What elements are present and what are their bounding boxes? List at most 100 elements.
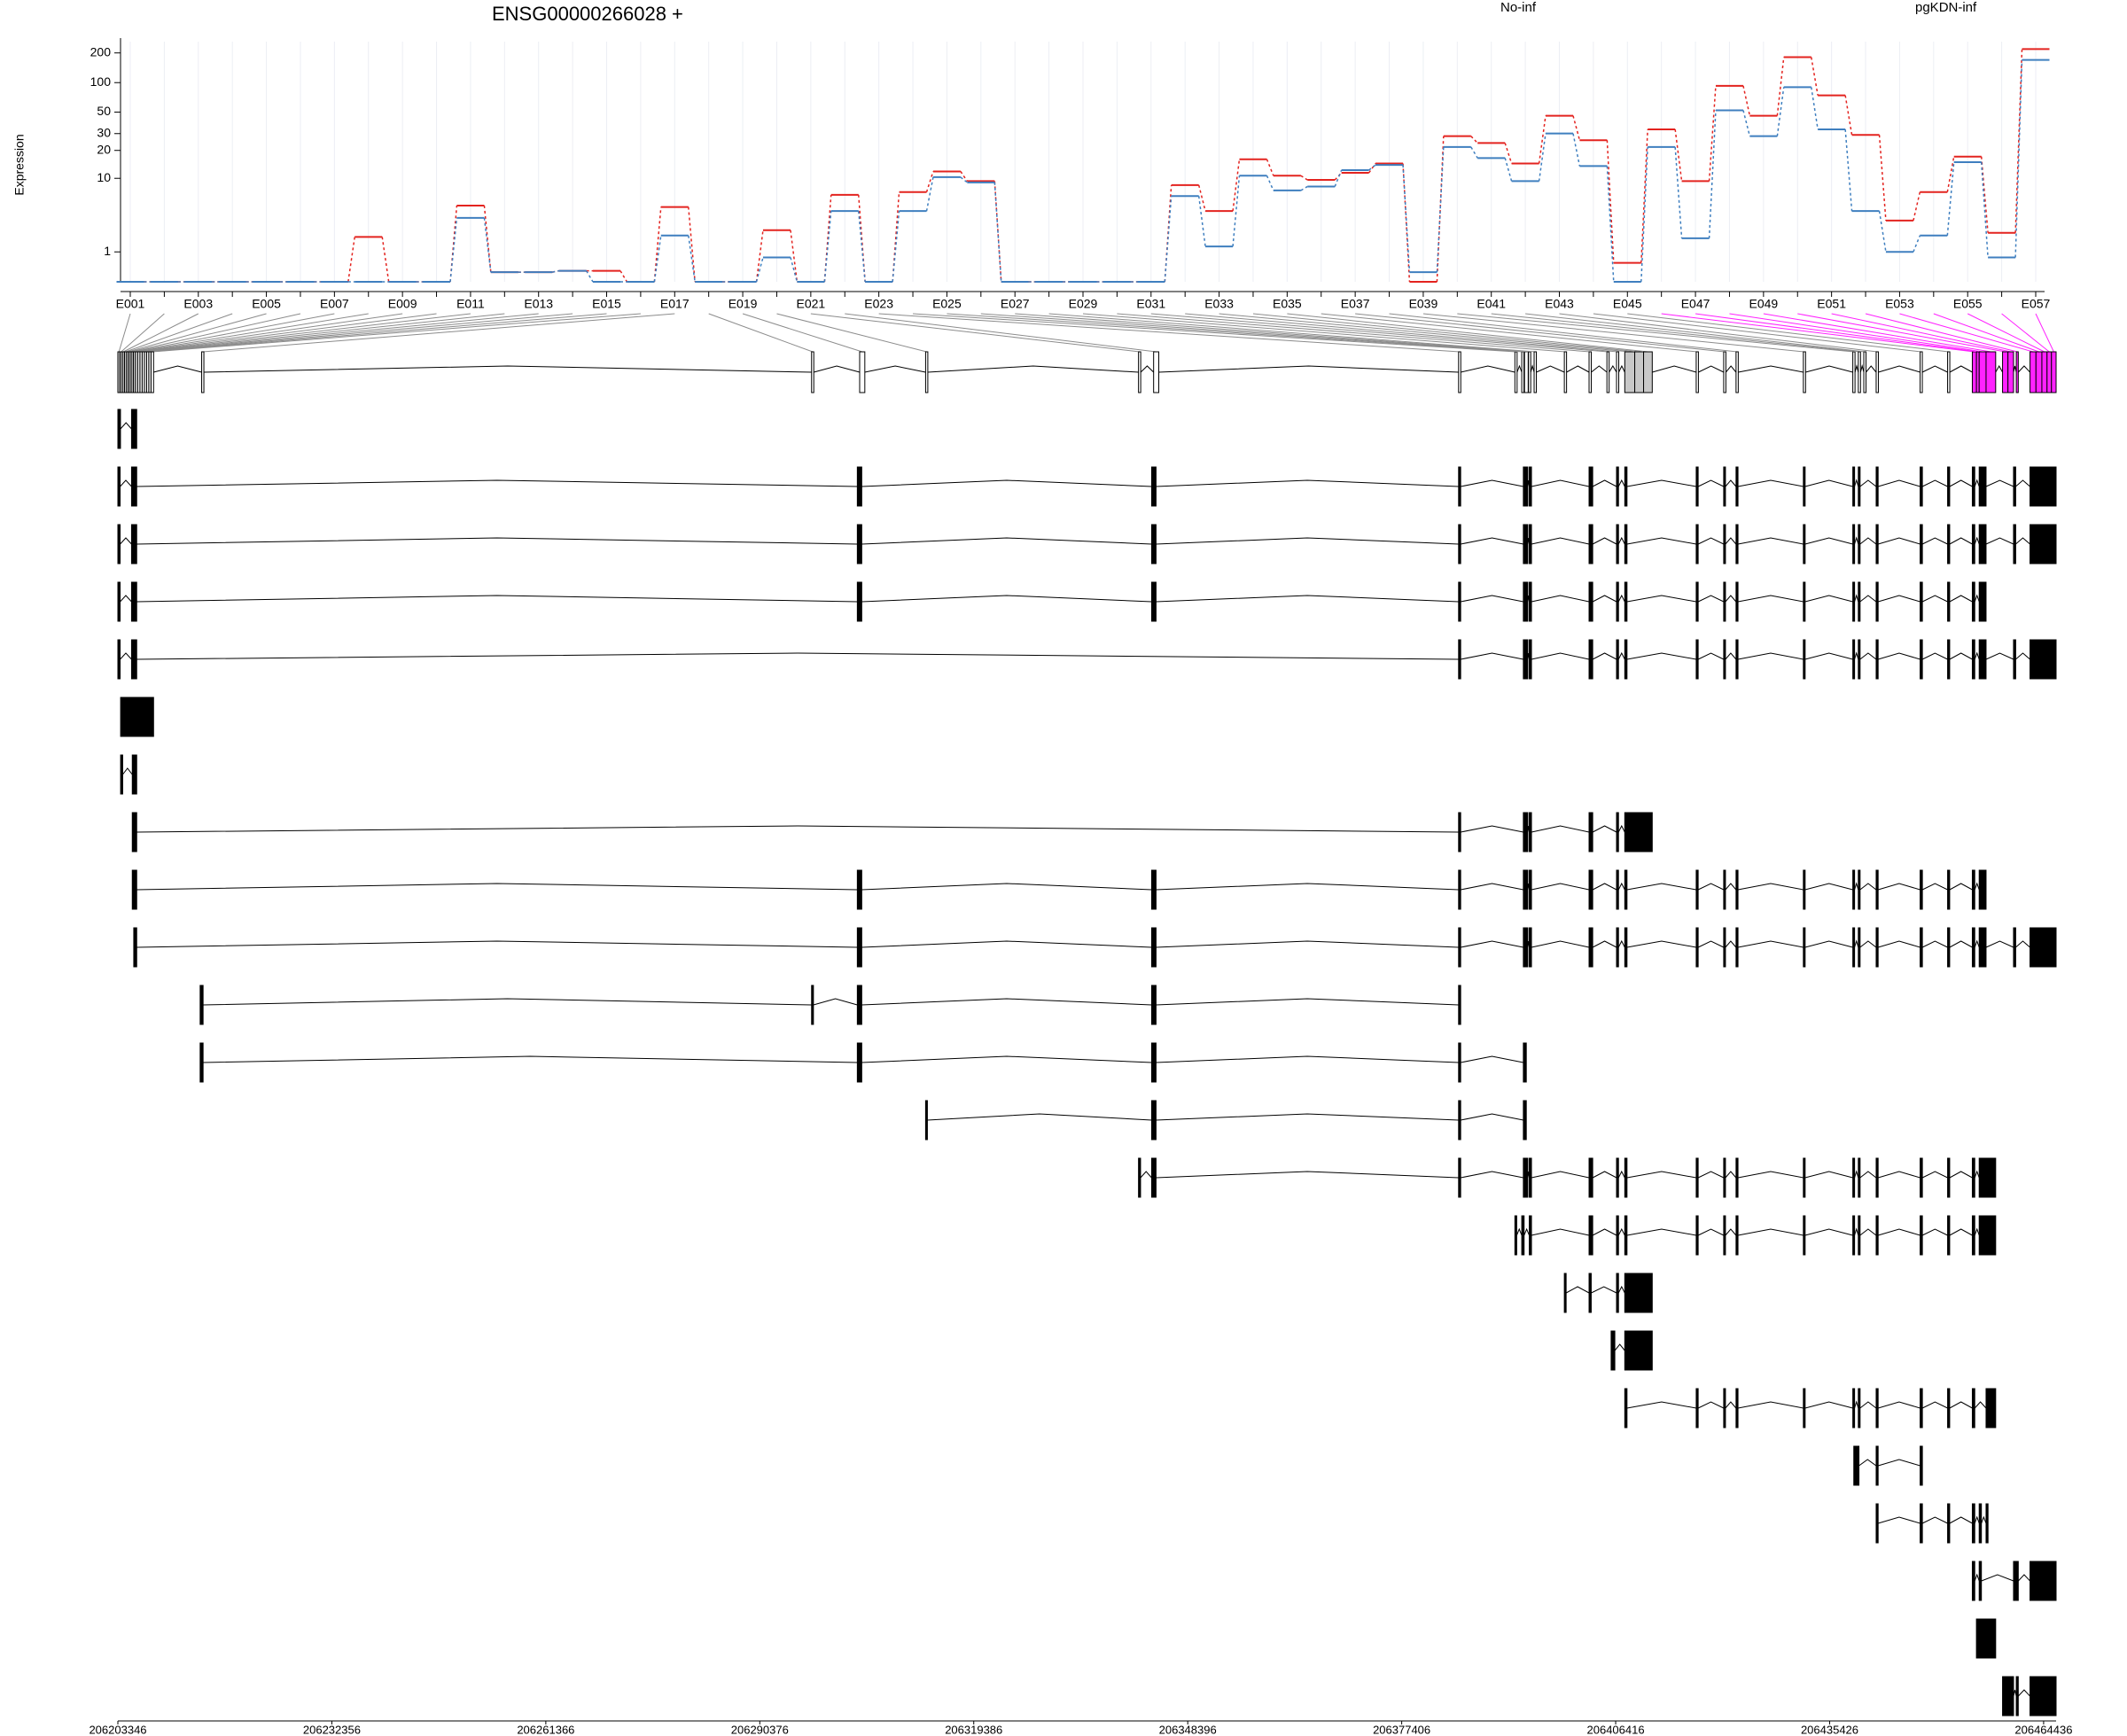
x-tick-label: E025 bbox=[932, 297, 962, 311]
gene-model-exon bbox=[2015, 351, 2019, 393]
exon-connector bbox=[1321, 313, 1698, 353]
transcript-exon bbox=[1971, 1215, 1975, 1256]
gene-model-exon bbox=[1971, 351, 1977, 393]
intron bbox=[864, 365, 926, 373]
intron bbox=[1854, 536, 1859, 545]
transcript-exon bbox=[1875, 1215, 1879, 1256]
exon-connector bbox=[1729, 313, 1983, 353]
transcript-exon bbox=[2013, 466, 2016, 507]
transcript-exon bbox=[1947, 1215, 1951, 1256]
transcript-exon bbox=[117, 639, 121, 680]
intron bbox=[136, 537, 858, 545]
transcript-exon bbox=[133, 927, 137, 968]
intron bbox=[1854, 594, 1859, 603]
intron bbox=[1591, 365, 1608, 373]
intron bbox=[1805, 365, 1853, 373]
exon-connector bbox=[1048, 313, 1536, 353]
transcript-exon bbox=[856, 1042, 862, 1083]
transcript-exon bbox=[2013, 639, 2016, 680]
gene-model-exon bbox=[1920, 351, 1923, 393]
intron bbox=[1737, 1228, 1804, 1236]
transcript-exon bbox=[1920, 1215, 1923, 1256]
transcript-exon bbox=[120, 754, 123, 795]
intron bbox=[1859, 1401, 1877, 1409]
transcript-exon bbox=[1723, 581, 1726, 622]
x-tick-label: E007 bbox=[320, 297, 349, 311]
intron bbox=[1626, 1401, 1697, 1409]
intron bbox=[1725, 652, 1737, 660]
exon-connector bbox=[1865, 313, 2018, 353]
transcript-exon bbox=[1529, 466, 1532, 507]
intron bbox=[1697, 1171, 1725, 1179]
gene-model-exon bbox=[2007, 351, 2014, 393]
transcript-exon bbox=[199, 985, 204, 1025]
x-tick-label: E043 bbox=[1545, 297, 1574, 311]
intron bbox=[861, 998, 1152, 1006]
intron bbox=[1949, 479, 1973, 487]
transcript-exon bbox=[1858, 1157, 1861, 1198]
intron bbox=[120, 595, 132, 603]
intron bbox=[1854, 479, 1859, 487]
transcript-exon bbox=[2030, 927, 2057, 968]
intron bbox=[1921, 365, 1948, 373]
transcript-exon bbox=[1852, 927, 1856, 968]
transcript-exon bbox=[1947, 1503, 1951, 1544]
transcript-exon bbox=[1588, 639, 1593, 680]
transcript-exon bbox=[1624, 581, 1628, 622]
transcript-exon bbox=[1521, 1215, 1525, 1256]
transcript-exon bbox=[1971, 524, 1975, 564]
exon-connector bbox=[878, 313, 1461, 353]
transcript-exon bbox=[1523, 1157, 1529, 1198]
transcript-exon bbox=[1735, 524, 1739, 564]
transcript-exon bbox=[1150, 1157, 1157, 1198]
exon-connector bbox=[1219, 313, 1630, 353]
transcript-exon bbox=[1971, 466, 1975, 507]
intron bbox=[1617, 1170, 1625, 1179]
transcript-exon bbox=[1529, 1215, 1532, 1256]
exon-connector bbox=[147, 313, 573, 353]
transcript-exon bbox=[1695, 466, 1699, 507]
x-tick-label: E031 bbox=[1136, 297, 1165, 311]
transcript-exon bbox=[1875, 581, 1879, 622]
transcript-exon bbox=[1852, 581, 1856, 622]
intron bbox=[927, 1113, 1152, 1121]
exon-connector bbox=[1763, 313, 1991, 353]
transcript-exon bbox=[2013, 524, 2016, 564]
intron bbox=[1592, 940, 1617, 948]
transcript-exon bbox=[1978, 639, 1987, 680]
intron bbox=[1985, 940, 2014, 948]
intron bbox=[1921, 479, 1948, 487]
transcript-exon bbox=[1588, 869, 1593, 910]
gene-model-exon bbox=[1606, 351, 1610, 393]
intron bbox=[1461, 1171, 1523, 1179]
intron bbox=[1461, 652, 1523, 660]
transcript-exon bbox=[117, 466, 121, 507]
gene-model-exon bbox=[1852, 351, 1856, 393]
intron bbox=[2015, 479, 2030, 487]
intron bbox=[1697, 479, 1725, 487]
transcript-exon bbox=[1947, 466, 1951, 507]
intron bbox=[1531, 1171, 1590, 1179]
intron bbox=[1515, 1227, 1523, 1236]
exon-connector bbox=[913, 313, 1516, 353]
intron bbox=[1974, 1227, 1980, 1236]
x-tick-label: E037 bbox=[1341, 297, 1370, 311]
intron bbox=[1974, 651, 1980, 660]
intron bbox=[1859, 940, 1877, 948]
transcript-exon bbox=[1735, 1388, 1739, 1429]
y-axis-label: Expression bbox=[12, 134, 27, 195]
transcript-exon bbox=[856, 927, 862, 968]
intron bbox=[1523, 1227, 1531, 1236]
intron bbox=[1592, 883, 1617, 891]
gene-model-exon bbox=[1533, 351, 1538, 393]
genome-tick-label: 206290376 bbox=[731, 1723, 789, 1736]
transcript-exon bbox=[2002, 1676, 2014, 1717]
x-tick-label: E039 bbox=[1409, 297, 1438, 311]
transcript-exon bbox=[1588, 927, 1593, 968]
transcript-exon bbox=[1624, 1215, 1628, 1256]
transcript-exon bbox=[1695, 869, 1699, 910]
transcript-exon bbox=[1523, 1100, 1527, 1140]
intron bbox=[1878, 365, 1921, 373]
gene-model-exon bbox=[1523, 351, 1529, 393]
transcript-exon bbox=[1858, 639, 1861, 680]
